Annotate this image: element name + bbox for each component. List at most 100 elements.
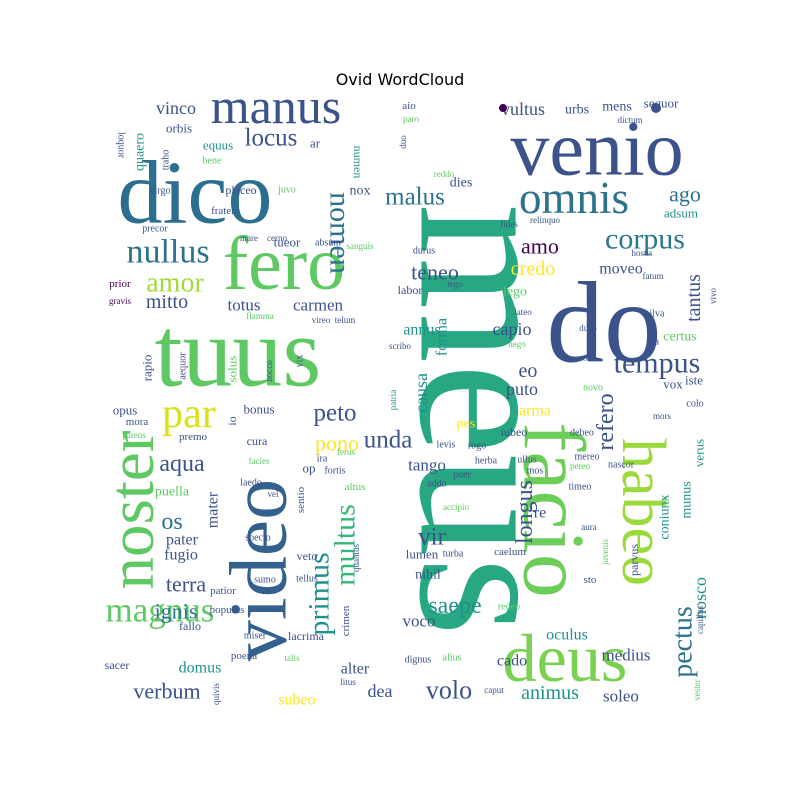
word-veto: veto xyxy=(297,549,318,563)
word-pono: pono xyxy=(315,431,359,456)
word-peto: peto xyxy=(313,400,356,427)
word-dea: dea xyxy=(368,681,393,701)
word-turba: turba xyxy=(443,549,464,560)
word-dignus: dignus xyxy=(405,655,432,666)
word-nomen: nomen xyxy=(324,192,357,274)
word-virgo: virgo xyxy=(150,186,171,197)
chart-title: Ovid WordCloud xyxy=(335,70,465,89)
word-ignis: ignis xyxy=(155,599,198,624)
word-deus: deus xyxy=(503,620,628,696)
word-cura: cura xyxy=(247,434,268,448)
word-meus: meus xyxy=(377,204,604,637)
word-aqua: aqua xyxy=(159,451,205,477)
word-mereo: mereo xyxy=(575,452,600,463)
word-pater: pater xyxy=(166,532,199,549)
word-loquor: loquor xyxy=(116,132,127,159)
word-nascor: nascor xyxy=(608,460,635,471)
word-lego: lego xyxy=(503,285,527,300)
word-numen: numen xyxy=(351,146,365,179)
word-pes: pes xyxy=(457,417,476,432)
word-certus: certus xyxy=(663,330,696,345)
word-carmen: carmen xyxy=(293,296,344,315)
word-capillus: capillus xyxy=(695,606,705,634)
word-gravis: gravis xyxy=(109,296,131,306)
word-primus: primus xyxy=(303,552,336,635)
word-animus: animus xyxy=(521,682,579,704)
word-quivis: quivis xyxy=(211,683,221,706)
word-mora: mora xyxy=(126,416,149,428)
word-verus: verus xyxy=(692,439,707,467)
word-laedo: laedo xyxy=(240,478,262,489)
word-amor: amor xyxy=(146,268,204,299)
word-accipio: accipio xyxy=(443,502,469,512)
word-vir: vir xyxy=(418,524,446,551)
word-facies: facies xyxy=(249,456,270,466)
word-novo: novo xyxy=(583,383,603,394)
word-aio: aio xyxy=(402,100,416,112)
word-manus: manus xyxy=(211,78,342,134)
cloud-dot xyxy=(651,103,661,113)
word-addo: addo xyxy=(427,479,446,490)
word-credo: credo xyxy=(511,258,555,280)
word-unda: unda xyxy=(364,427,413,454)
word-miser: miser xyxy=(244,631,267,642)
word-mitto: mitto xyxy=(146,291,188,313)
word-paro: paro xyxy=(403,114,419,124)
word-herba: herba xyxy=(475,456,498,467)
word-voco: voco xyxy=(402,612,435,631)
word-sto: sto xyxy=(584,574,597,586)
word-lacrima: lacrima xyxy=(288,629,325,643)
word-eo: eo xyxy=(519,360,538,382)
word-tango: tango xyxy=(408,456,446,475)
word-specto: specto xyxy=(245,533,271,544)
word-pereo: pereo xyxy=(570,461,590,471)
word-parvus: parvus xyxy=(627,544,641,576)
word-iubeo: iubeo xyxy=(501,425,528,439)
word-facio: facio xyxy=(505,422,602,598)
word-lumen: lumen xyxy=(406,547,439,562)
word-terra: terra xyxy=(166,572,207,597)
word-oculus: oculus xyxy=(546,627,588,644)
word-mens: mens xyxy=(602,100,632,115)
word-coniunx: coniunx xyxy=(658,494,673,539)
word-reddo: reddo xyxy=(434,169,455,179)
word-noster: noster xyxy=(96,430,168,589)
word-crimen: crimen xyxy=(340,605,352,636)
word-scribo: scribo xyxy=(389,341,411,351)
word-prior: prior xyxy=(109,278,131,290)
word-ullus: ullus xyxy=(517,455,537,466)
word-levis: levis xyxy=(437,440,456,451)
word-bonus: bonus xyxy=(243,402,274,417)
word-dictum: dictum xyxy=(618,115,643,125)
word-patria: patria xyxy=(388,390,398,411)
word-os: os xyxy=(161,509,182,535)
word-placeo: placeo xyxy=(225,183,256,197)
word-locus: locus xyxy=(245,125,298,152)
word-alter: alter xyxy=(341,661,370,678)
word-precor: precor xyxy=(142,224,168,235)
cloud-dot xyxy=(499,104,507,112)
word-fallo: fallo xyxy=(179,619,201,633)
word-vix: vix xyxy=(295,355,306,368)
word-par: par xyxy=(162,391,216,437)
word-cerno: cerno xyxy=(267,233,287,243)
word-caelum: caelum xyxy=(494,546,526,558)
word-fides: fides xyxy=(500,219,518,229)
word-fero: fero xyxy=(223,222,345,306)
word-dies: dies xyxy=(450,176,473,191)
word-caput: caput xyxy=(484,685,504,695)
word-soleo: soleo xyxy=(603,687,639,706)
word-juvenis: juvenis xyxy=(600,539,610,566)
word-debeo: debeo xyxy=(570,428,594,439)
word-alius: alius xyxy=(443,653,462,664)
word-vox: vox xyxy=(663,377,683,392)
word-fortis: fortis xyxy=(324,466,345,477)
word-ferus: ferus xyxy=(337,447,355,457)
word-saepe: saepe xyxy=(428,593,481,619)
word-iste: iste xyxy=(685,373,703,388)
word-premo: premo xyxy=(179,431,208,443)
word-multus: multus xyxy=(329,504,362,586)
word-tellus: tellus xyxy=(296,574,318,585)
word-medius: medius xyxy=(601,646,650,665)
